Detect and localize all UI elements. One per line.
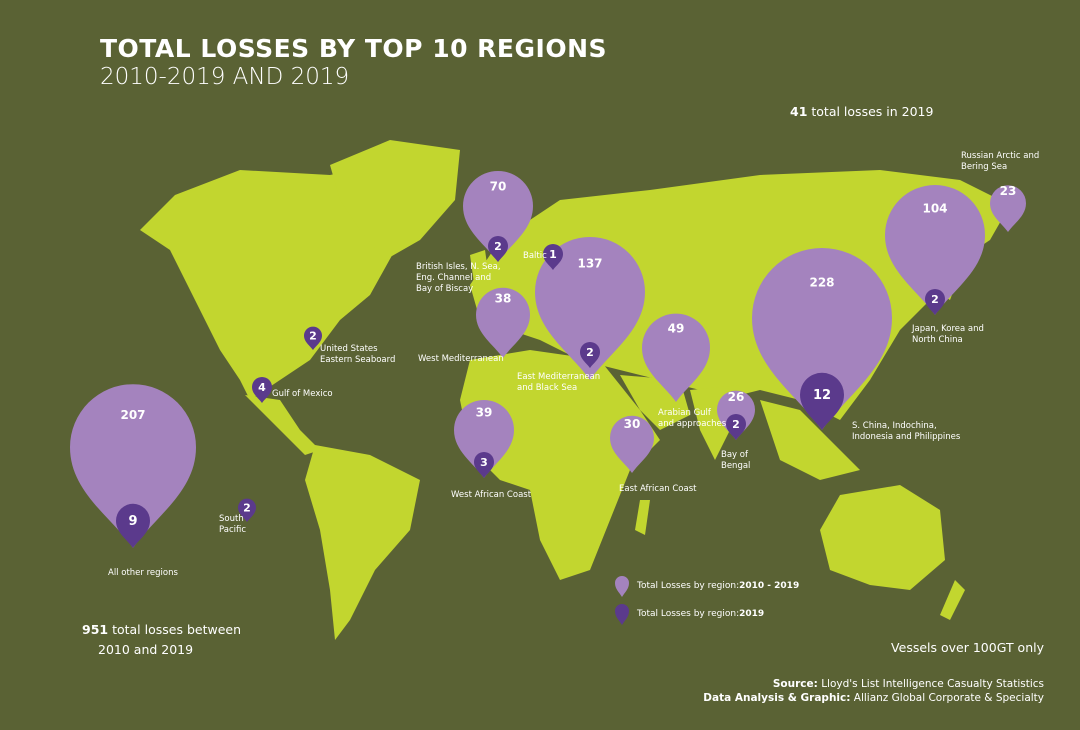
pin-2019-shape: [580, 342, 600, 368]
label-east-med: East Mediterranean and Black Sea: [517, 372, 601, 393]
pin-2010-2019-value: 228: [809, 276, 834, 290]
label-arabian: Arabian Gulf and approaches: [658, 408, 727, 429]
pin-2010-2019-shape: [752, 248, 892, 430]
pin-2010-2019-shape: [476, 287, 530, 358]
pin-2019: 2: [488, 236, 508, 262]
pin-2019-value: 2: [494, 240, 502, 253]
uk: [470, 250, 490, 290]
pin-2019-shape: [238, 498, 256, 522]
southeast-asia: [760, 400, 860, 480]
pin-2010-2019-value: 137: [577, 256, 602, 270]
pin-2019: 3: [474, 452, 494, 478]
page-subtitle: 2010-2019 AND 2019: [100, 64, 350, 90]
vessel-note: Vessels over 100GT only: [891, 640, 1044, 655]
pin-2019-shape: [252, 377, 272, 403]
pin-2010-2019-shape: [70, 384, 196, 548]
pin-2019-value: 1: [549, 248, 557, 261]
label-west-africa: West African Coast: [451, 490, 532, 500]
pin-2010-2019: 70: [463, 171, 533, 262]
pin-2010-2019-shape: [642, 313, 710, 402]
label-all-other: All other regions: [108, 568, 178, 578]
pin-2010-2019-value: 23: [1000, 184, 1017, 198]
label-us-east: United States Eastern Seaboard: [320, 344, 396, 365]
label-east-africa: East African Coast: [619, 484, 697, 494]
pin-2019: 12: [800, 372, 844, 430]
pin-2010-2019-value: 49: [668, 321, 685, 335]
page-title: TOTAL LOSSES BY TOP 10 REGIONS: [100, 34, 608, 63]
label-russia: Russian Arctic and Bering Sea: [961, 151, 1040, 172]
legend-item-2010-2019: Total Losses by region: 2010 - 2019: [615, 572, 799, 600]
pin-2019: 9: [116, 503, 150, 548]
pin-2019: 2: [238, 498, 256, 522]
pin-2019-value: 9: [128, 514, 137, 529]
pin-2019-value: 2: [732, 418, 740, 431]
label-bengal: Bay of Bengal: [721, 450, 751, 471]
label-baltic: Baltic: [523, 251, 547, 261]
pin-2019-value: 2: [243, 502, 251, 515]
pin-2010-2019: 23: [990, 184, 1026, 232]
total-2019: 41 total losses in 2019: [790, 104, 934, 119]
pin-2010-2019-shape: [885, 185, 985, 315]
pin-2010-2019: 104: [885, 185, 985, 315]
pin-2019-shape: [488, 236, 508, 262]
label-british: British Isles, N. Sea, Eng. Channel and Ba…: [416, 262, 501, 294]
pin-2010-2019-value: 207: [120, 408, 145, 422]
pin-2010-2019: 137: [535, 237, 645, 380]
pin-2019: 1: [543, 244, 563, 270]
pin-2019-shape: [304, 326, 322, 350]
pin-2019: 2: [304, 326, 322, 350]
label-south-pacific: South Pacific: [219, 514, 247, 535]
label-japan: Japan, Korea and North China: [912, 324, 984, 345]
pin-2010-2019: 49: [642, 313, 710, 402]
pin-2010-2019-value: 70: [490, 179, 507, 193]
pin-2019: 4: [252, 377, 272, 403]
pin-2019-shape: [726, 414, 746, 440]
label-gulf-mexico: Gulf of Mexico: [272, 389, 333, 399]
pin-2019-value: 12: [813, 388, 831, 403]
pin-2019-value: 3: [480, 456, 488, 469]
pin-2010-2019-value: 30: [624, 417, 641, 431]
label-west-med: West Mediterranean: [418, 354, 504, 364]
pin-2010-2019-shape: [454, 400, 514, 478]
legend: Total Losses by region: 2010 - 2019 Tota…: [615, 572, 799, 628]
pin-2010-2019: 207: [70, 384, 196, 548]
pin-2010-2019: 228: [752, 248, 892, 430]
new-zealand: [940, 580, 965, 620]
pin-2010-2019: 39: [454, 400, 514, 478]
pin-2019: 2: [726, 414, 746, 440]
australia: [820, 485, 945, 590]
pin-2019-value: 2: [309, 330, 317, 343]
greenland: [330, 140, 460, 260]
credits: Source: Lloyd's List Intelligence Casual…: [703, 678, 1044, 704]
madagascar: [635, 500, 650, 535]
pin-2010-2019-value: 104: [922, 202, 947, 216]
pin-2010-2019-value: 26: [728, 390, 745, 404]
label-s-china: S. China, Indochina, Indonesia and Philip…: [852, 421, 961, 442]
pin-2010-2019-shape: [990, 185, 1026, 232]
south-america: [305, 445, 420, 640]
total-decade: 951 total losses between 2010 and 2019: [82, 622, 241, 657]
pin-2019-shape: [543, 244, 563, 270]
pin-2019-value: 2: [586, 346, 594, 359]
pin-2019-value: 2: [931, 293, 939, 306]
pin-2010-2019-shape: [463, 171, 533, 262]
pin-2019-shape: [800, 372, 844, 430]
pin-2019-shape: [925, 289, 945, 315]
pin-2010-2019: 30: [610, 415, 654, 473]
pin-2019: 2: [925, 289, 945, 315]
legend-item-2019: Total Losses by region: 2019: [615, 600, 799, 628]
pin-2019: 2: [580, 342, 600, 368]
central-america: [245, 395, 320, 455]
pin-2010-2019-value: 39: [476, 406, 493, 420]
pin-2010-2019: 38: [476, 287, 530, 358]
pin-2010-2019-value: 38: [495, 292, 512, 306]
pin-2010-2019-shape: [610, 415, 654, 473]
africa: [460, 350, 660, 580]
pin-2019-shape: [474, 452, 494, 478]
pin-2010-2019-shape: [535, 237, 645, 380]
pin-2019-shape: [116, 503, 150, 548]
pin-2019-value: 4: [258, 381, 266, 394]
